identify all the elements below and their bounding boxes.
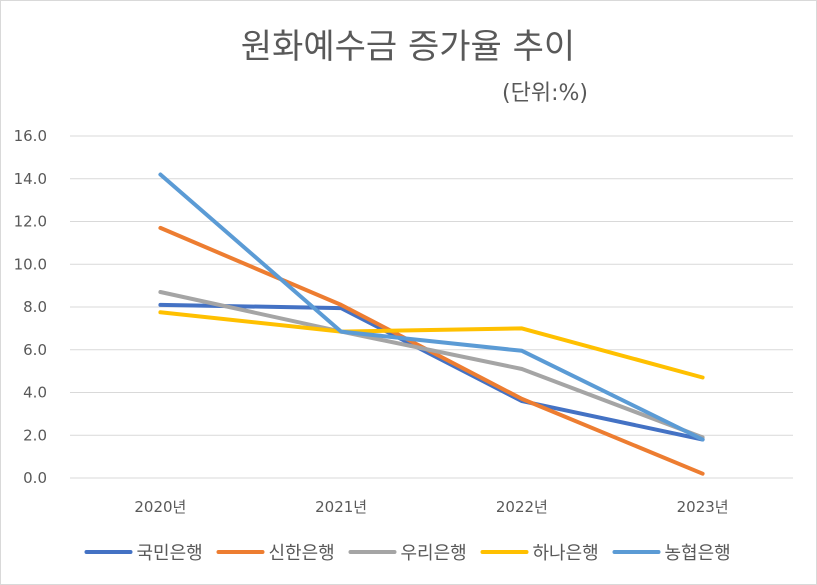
y-tick-label: 8.0	[23, 298, 47, 316]
y-axis-ticks: 0.0 2.0 4.0 6.0 8.0 10.0 12.0 14.0 16.0	[14, 127, 47, 487]
legend-label: 하나은행	[533, 543, 599, 564]
gridlines	[70, 135, 793, 479]
legend-label: 신한은행	[269, 543, 335, 564]
x-tick-label: 2020년	[134, 498, 186, 516]
chart-title: 원화예수금 증가율 추이	[241, 27, 575, 67]
legend-label: 국민은행	[137, 543, 203, 564]
y-tick-label: 4.0	[23, 384, 47, 402]
legend-label: 우리은행	[401, 543, 467, 564]
y-tick-label: 10.0	[14, 255, 47, 273]
x-tick-label: 2022년	[496, 498, 548, 516]
y-tick-label: 12.0	[14, 213, 47, 231]
series-line-5	[158, 172, 705, 442]
chart-subtitle: (단위:%)	[502, 81, 588, 106]
y-tick-label: 16.0	[14, 127, 47, 145]
legend-label: 농협은행	[665, 543, 731, 564]
series-line-4	[158, 310, 705, 380]
x-tick-label: 2023년	[677, 498, 729, 516]
series-lines	[158, 172, 705, 476]
series-line-3	[158, 290, 705, 440]
legend: 국민은행 신한은행 우리은행 하나은행 농협은행	[84, 543, 731, 564]
y-tick-label: 14.0	[14, 170, 47, 188]
y-tick-label: 0.0	[23, 469, 47, 487]
series-line-1	[158, 302, 705, 442]
x-tick-label: 2021년	[315, 498, 367, 516]
x-axis-ticks: 2020년 2021년 2022년 2023년	[134, 498, 728, 516]
y-tick-label: 6.0	[23, 341, 47, 359]
y-tick-label: 2.0	[23, 426, 47, 444]
